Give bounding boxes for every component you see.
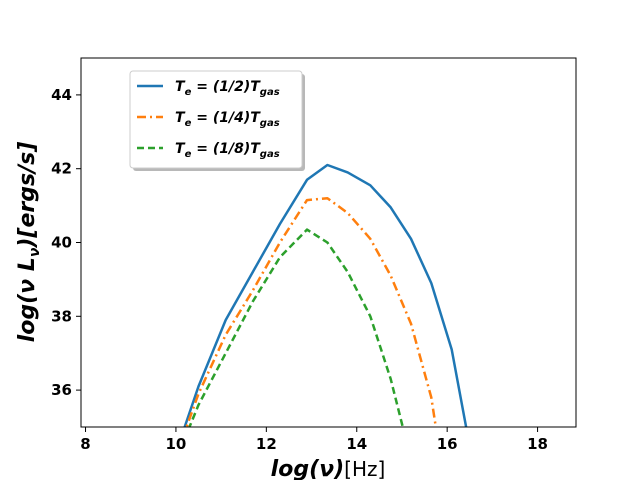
x-tick-label: 16 [437,435,458,453]
x-tick-label: 10 [165,435,186,453]
x-tick-label: 8 [80,435,90,453]
y-tick-label: 44 [51,86,72,104]
x-tick-label: 14 [346,435,367,453]
x-axis-label-main: log(ν) [271,457,345,480]
y-axis-label-sub: ν [27,247,43,257]
y-axis-label-tail: )[ergs/s] [15,142,40,249]
y-tick-label: 38 [51,307,72,325]
x-axis-label: log(ν)[Hz] [271,457,386,480]
legend-box [129,70,303,169]
x-tick-label: 12 [256,435,277,453]
y-tick-label: 42 [51,160,72,178]
legend-label-2: Te = (1/4)Tgas [175,110,280,129]
y-axis-label: log(ν Lν)[ergs/s] [15,142,43,343]
series-line-2 [185,196,438,427]
legend-label-3: Te = (1/8)Tgas [175,141,280,160]
y-tick-label: 40 [51,234,72,252]
x-tick-label: 18 [527,435,548,453]
series-line-3 [188,228,405,427]
legend-label-1: Te = (1/2)Tgas [175,79,280,98]
y-tick-label: 36 [51,381,72,399]
y-axis-label-main: log(ν L [15,257,40,342]
series-line-1 [183,163,468,427]
legend: Te = (1/2)Tgas Te = (1/4)Tgas Te = (1/8)Tg… [129,70,305,171]
x-axis-label-unit: [Hz] [344,457,385,480]
